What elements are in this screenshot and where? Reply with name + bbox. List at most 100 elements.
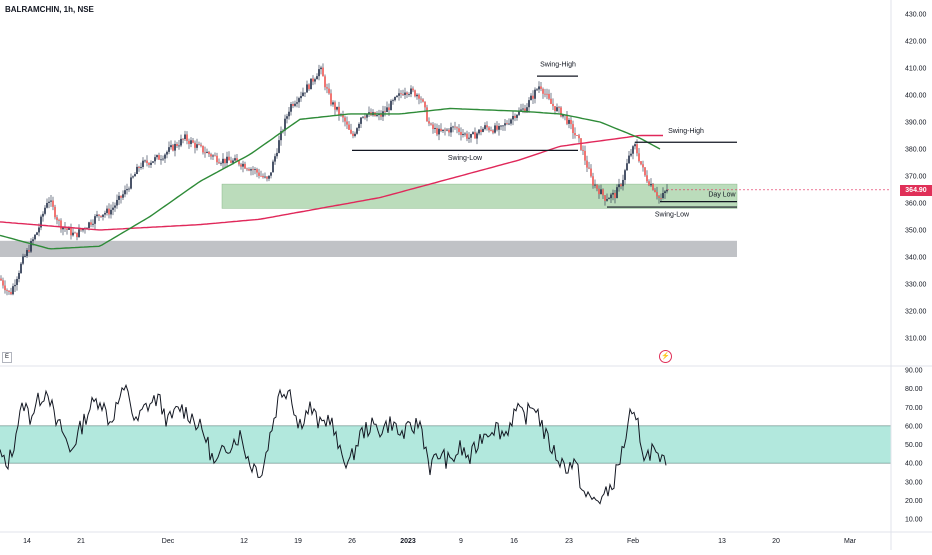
time-tick-label: Dec [162, 538, 175, 545]
events-button[interactable]: E [2, 352, 12, 363]
candle-body [550, 98, 552, 104]
candle-body [70, 227, 72, 236]
price-tick-label: 350.00 [905, 228, 927, 235]
candle-body [376, 115, 378, 116]
candle-body [666, 189, 668, 192]
candle-body [320, 67, 322, 70]
candle-body [602, 189, 604, 196]
candle-body [188, 140, 190, 144]
candle-body [426, 107, 428, 122]
candle-body [450, 127, 452, 133]
candle-body [204, 152, 206, 154]
candle-body [270, 172, 272, 176]
time-tick-label: 14 [23, 538, 31, 545]
candle-body [304, 92, 306, 94]
candle-body [104, 212, 106, 215]
price-tick-label: 410.00 [905, 66, 927, 73]
candle-body [224, 158, 226, 164]
candle-body [120, 195, 122, 198]
candle-body [588, 167, 590, 169]
lightning-icon[interactable]: ⚡ [659, 350, 672, 363]
candle-body [452, 126, 454, 128]
candle-body [486, 125, 488, 128]
candle-body [214, 155, 216, 157]
candle-body [228, 156, 230, 161]
candle-body [208, 151, 210, 155]
candle-body [544, 93, 546, 95]
candle-body [176, 143, 178, 147]
candle-body [142, 160, 144, 167]
candle-body [394, 97, 396, 101]
candle-body [518, 110, 520, 115]
candle-body [344, 117, 346, 122]
candle-body [10, 291, 12, 295]
candle-body [158, 155, 160, 160]
candle-body [238, 160, 240, 165]
candle-body [660, 198, 662, 199]
candle-body [530, 95, 532, 101]
candle-body [140, 166, 142, 168]
candle-body [520, 109, 522, 111]
candle-body [288, 111, 290, 117]
candle-body [20, 263, 22, 274]
candle-body [196, 144, 198, 148]
candle-body [132, 176, 134, 178]
candle-body [634, 144, 636, 147]
rsi-tick-label: 40.00 [905, 461, 923, 468]
candle-body [638, 153, 640, 162]
swing-low-2-label: Swing-Low [655, 212, 690, 219]
candle-body [330, 93, 332, 105]
candle-body [578, 135, 580, 139]
candle-body [582, 149, 584, 151]
candle-body [0, 278, 2, 281]
candle-body [264, 176, 266, 178]
candle-body [474, 132, 476, 139]
candle-body [442, 129, 444, 132]
candle-body [286, 116, 288, 119]
candle-body [488, 127, 490, 131]
candle-body [18, 273, 20, 279]
swing-high-2-label: Swing-High [668, 128, 704, 135]
candle-body [80, 229, 82, 231]
candle-body [230, 160, 232, 163]
candle-body [222, 158, 224, 164]
candle-body [164, 154, 166, 159]
candle-body [494, 125, 496, 133]
candle-body [128, 188, 130, 190]
candle-body [292, 103, 294, 106]
candle-body [536, 89, 538, 91]
candle-body [636, 144, 638, 154]
candle-body [396, 95, 398, 98]
candle-body [272, 161, 274, 173]
rsi-band [0, 425, 891, 464]
candle-body [652, 183, 654, 190]
candle-body [568, 119, 570, 124]
candle-body [616, 187, 618, 199]
candle-body [198, 144, 200, 146]
candle-body [496, 125, 498, 130]
candle-body [448, 129, 450, 133]
price-tick-label: 340.00 [905, 255, 927, 262]
swing-low-1-label: Swing-Low [448, 155, 483, 162]
candle-body [276, 152, 278, 157]
candle-body [2, 280, 4, 286]
candle-body [506, 123, 508, 125]
candle-body [50, 200, 52, 202]
candle-body [98, 214, 100, 216]
candle-body [36, 232, 38, 235]
candle-body [68, 227, 70, 230]
candle-body [318, 69, 320, 77]
candle-body [160, 159, 162, 161]
demand-zone [221, 183, 738, 209]
candle-body [586, 160, 588, 168]
candle-body [640, 161, 642, 165]
candle-body [524, 108, 526, 113]
candle-body [138, 166, 140, 168]
candle-body [364, 116, 366, 118]
candle-body [398, 93, 400, 96]
candle-body [218, 162, 220, 164]
candle-body [400, 93, 402, 95]
candle-body [136, 166, 138, 174]
candle-body [446, 129, 448, 131]
